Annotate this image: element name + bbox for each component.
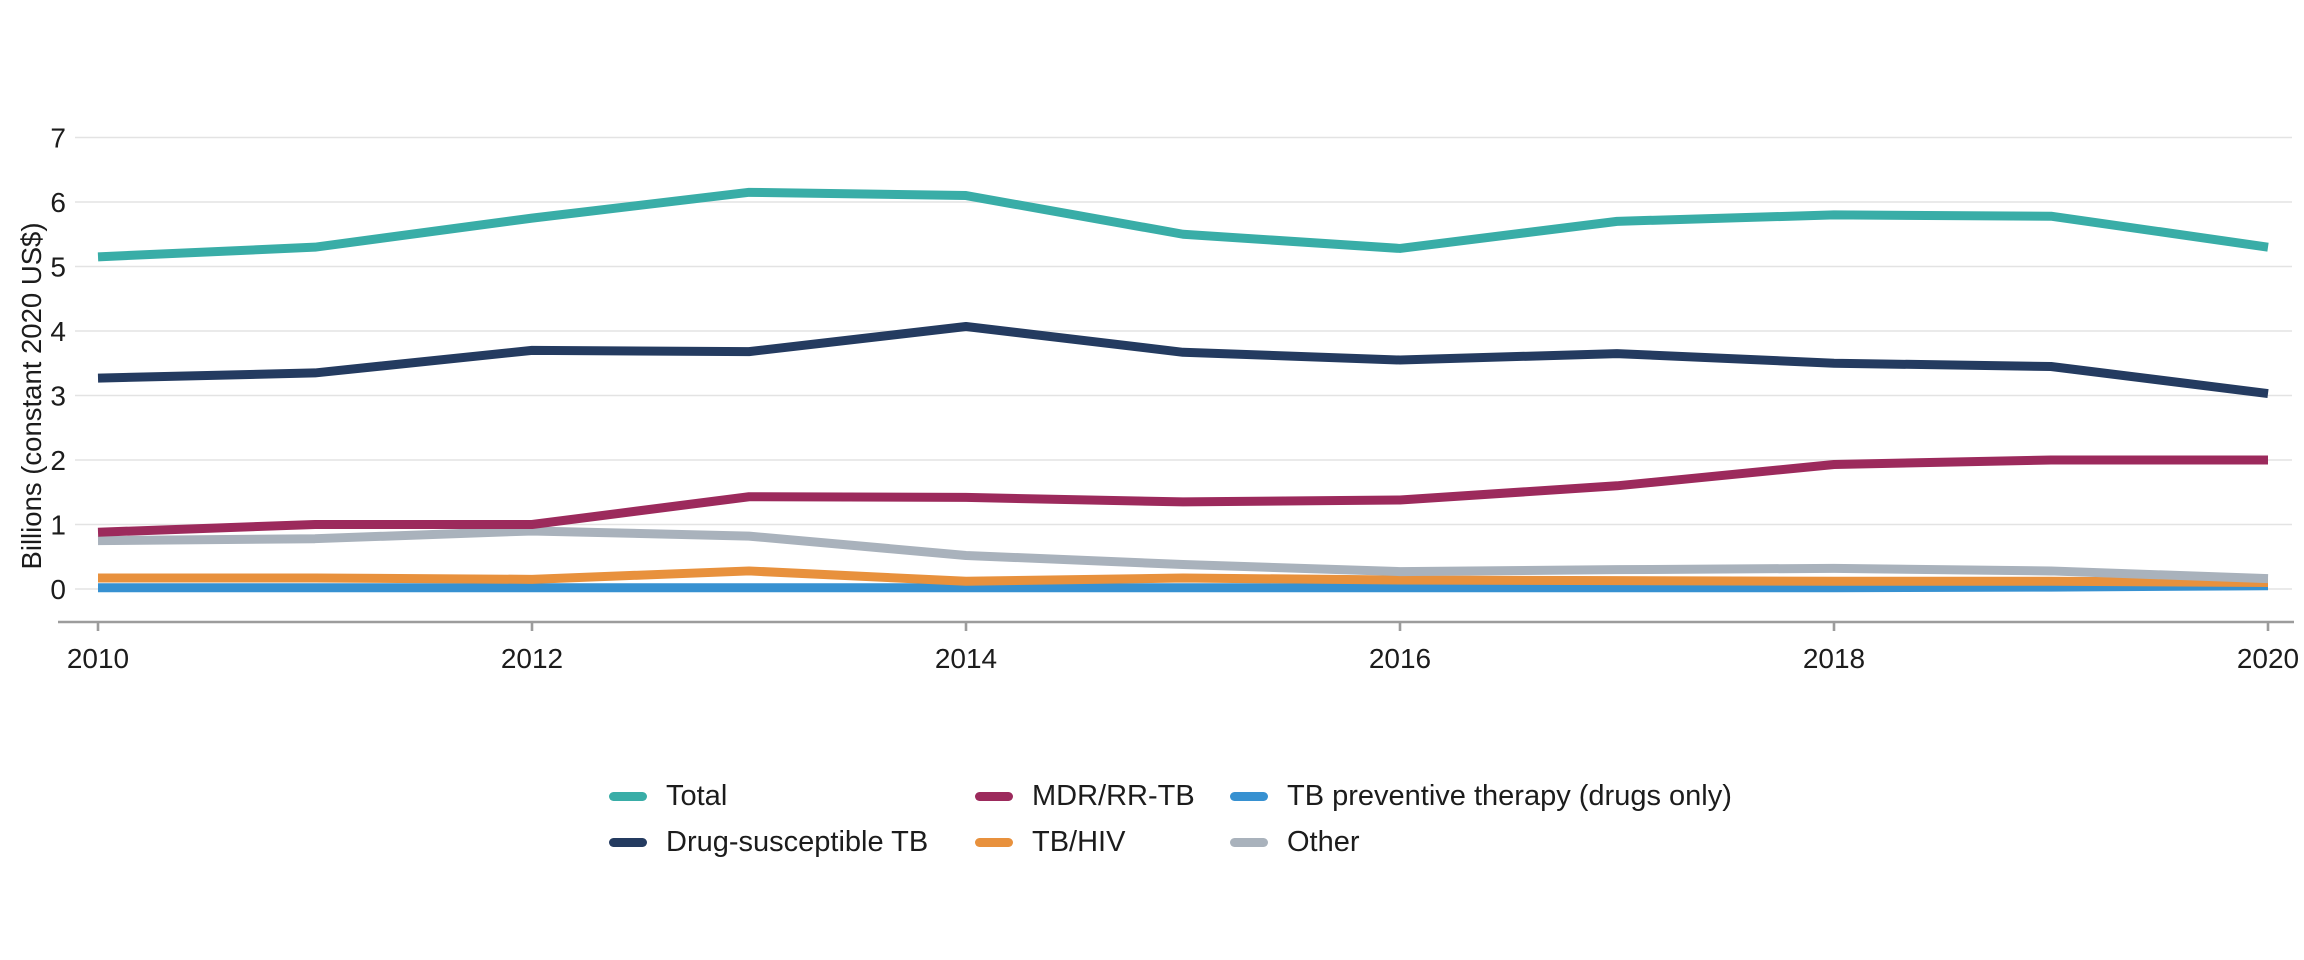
series-line-tb-preventive-therapy-drugs-only: [98, 581, 2269, 593]
y-tick-label-5: 5: [50, 252, 66, 283]
legend-item-drug-susceptible-tb[interactable]: Drug-susceptible TB: [609, 819, 975, 865]
y-tick-label-6: 6: [50, 187, 66, 218]
x-tick-label-2020: 2020: [2237, 643, 2299, 674]
series-line-tb-hiv: [98, 566, 2269, 588]
legend-item-total[interactable]: Total: [609, 773, 975, 819]
x-tick-label-2016: 2016: [1369, 643, 1431, 674]
legend-item-other[interactable]: Other: [1230, 819, 1732, 865]
legend-column-1: Total Drug-susceptible TB: [609, 773, 975, 865]
y-tick-label-7: 7: [50, 123, 66, 154]
legend-label-tb-preventive-therapy-drugs-only: TB preventive therapy (drugs only): [1287, 779, 1732, 812]
y-axis-title: Billions (constant 2020 US$): [16, 223, 47, 570]
x-tick-label-2010: 2010: [67, 643, 129, 674]
legend-column-2: MDR/RR-TB TB/HIV: [975, 773, 1230, 865]
legend-item-tb-preventive-therapy-drugs-only[interactable]: TB preventive therapy (drugs only): [1230, 773, 1732, 819]
legend-swatch-other: [1230, 837, 1268, 847]
legend-item-tb-hiv[interactable]: TB/HIV: [975, 819, 1230, 865]
legend-label-other: Other: [1287, 825, 1360, 858]
legend-swatch-total: [609, 791, 647, 801]
y-tick-label-2: 2: [50, 445, 66, 476]
legend-swatch-tb-preventive-therapy-drugs-only: [1230, 791, 1268, 801]
legend-label-total: Total: [666, 779, 728, 812]
series-line-drug-susceptible-tb: [97, 321, 2269, 399]
y-tick-label-3: 3: [50, 381, 66, 412]
series-line-other: [97, 526, 2269, 584]
legend-item-mdr-rr-tb[interactable]: MDR/RR-TB: [975, 773, 1230, 819]
series-line-mdr-rr-tb: [97, 455, 2268, 537]
legend-label-drug-susceptible-tb: Drug-susceptible TB: [666, 825, 929, 858]
x-tick-label-2012: 2012: [501, 643, 563, 674]
legend-swatch-drug-susceptible-tb: [609, 837, 647, 847]
legend-label-mdr-rr-tb: MDR/RR-TB: [1032, 779, 1195, 812]
legend-swatch-mdr-rr-tb: [975, 791, 1013, 801]
x-tick-label-2018: 2018: [1803, 643, 1865, 674]
y-tick-label-0: 0: [50, 574, 66, 605]
legend-swatch-tb-hiv: [975, 837, 1013, 847]
y-tick-label-1: 1: [50, 510, 66, 541]
y-tick-label-4: 4: [50, 316, 66, 347]
funding-line-chart: 2010 2012 2014 2016 2018 2020 0 1 2 3 4 5 6 7 Billions…: [16, 123, 2299, 675]
legend-label-tb-hiv: TB/HIV: [1032, 825, 1126, 858]
legend-column-3: TB preventive therapy (drugs only) Other: [1230, 773, 1732, 865]
x-tick-label-2014: 2014: [935, 643, 997, 674]
series-line-total: [97, 187, 2269, 262]
chart-legend: Total Drug-susceptible TB MDR/RR-TB TB/HIV T…: [609, 773, 1732, 865]
